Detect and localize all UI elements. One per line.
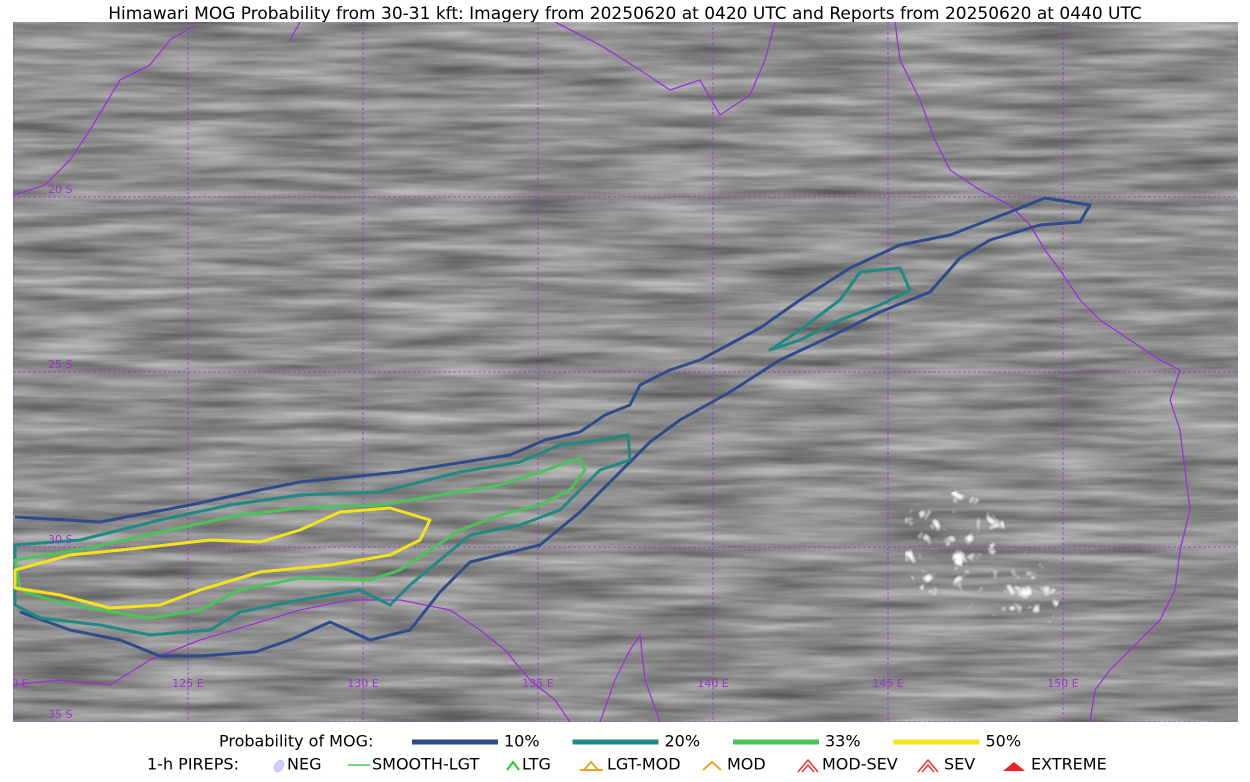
pirep-icons <box>273 758 1025 773</box>
lon-label: 120 E <box>0 677 29 690</box>
icon-neg <box>273 759 285 773</box>
contour-50 <box>13 506 432 610</box>
pirep-label: LTG <box>522 755 551 774</box>
map: 20 S 25 S 30 S 35 S 120 E 125 E 130 E 135 E 140 … <box>0 22 1238 722</box>
contour-10 <box>14 196 1092 658</box>
lon-label: 135 E <box>522 677 553 690</box>
coastlines <box>13 22 1191 722</box>
lon-label: 125 E <box>172 677 203 690</box>
icon-extreme <box>1003 762 1025 771</box>
legend-label: 50% <box>986 732 1022 751</box>
legend-title: Probability of MOG: <box>219 732 373 751</box>
icon-ltg <box>506 760 520 771</box>
icon-sev <box>917 758 939 773</box>
legend: Probability of MOG: 10% 20% 33% 50% 1-h PIR… <box>147 732 1107 774</box>
pirep-label: EXTREME <box>1031 755 1107 774</box>
legend-label: 33% <box>825 732 861 751</box>
pirep-label: LGT-MOD <box>607 755 681 774</box>
icon-mod <box>702 760 722 771</box>
pirep-label: SEV <box>944 755 975 774</box>
pirep-label: SMOOTH-LGT <box>372 755 479 774</box>
icon-mod-sev <box>797 758 819 773</box>
title: Himawari MOG Probability from 30-31 kft:… <box>108 4 1142 24</box>
icon-lgt-mod <box>580 760 603 771</box>
probability-contours <box>13 196 1092 658</box>
lat-label: 20 S <box>48 183 72 196</box>
pireps-title: 1-h PIREPS: <box>147 755 239 774</box>
cloud-cluster <box>905 490 1060 625</box>
lon-label: 140 E <box>697 677 728 690</box>
lon-label: 130 E <box>347 677 378 690</box>
lat-label: 25 S <box>48 358 72 371</box>
lat-label: 30 S <box>48 533 72 546</box>
pirep-label: MOD-SEV <box>822 755 898 774</box>
pirep-label: MOD <box>727 755 766 774</box>
lon-label: 145 E <box>872 677 903 690</box>
graticule <box>13 22 1238 722</box>
legend-label: 10% <box>504 732 540 751</box>
contour-20 <box>13 266 912 637</box>
contour-33 <box>13 456 587 620</box>
legend-label: 20% <box>665 732 701 751</box>
lon-label: 150 E <box>1047 677 1078 690</box>
pirep-label: NEG <box>287 755 321 774</box>
lat-label: 35 S <box>48 708 72 721</box>
